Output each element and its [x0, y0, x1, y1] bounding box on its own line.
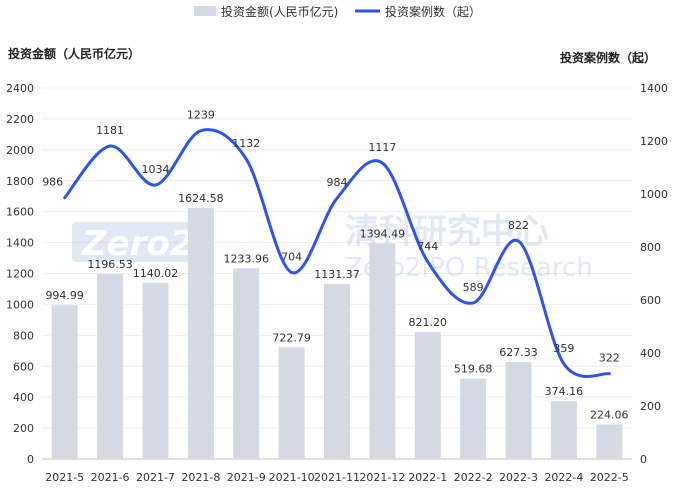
x-axis-tick-label: 2021-9 [227, 471, 266, 484]
bar-value-label: 374.16 [545, 385, 584, 398]
x-axis-tick-label: 2021-7 [136, 471, 175, 484]
line-series [63, 128, 611, 378]
left-axis-tick-label: 200 [13, 422, 34, 435]
line-value-label: 1239 [187, 109, 215, 122]
right-axis-title: 投资案例数（起） [560, 50, 656, 65]
right-axis-tick-label: 1400 [640, 82, 668, 95]
x-axis-tick-label: 2021-10 [269, 471, 315, 484]
bar-value-label: 519.68 [454, 363, 493, 376]
bar [278, 347, 305, 459]
bar-series [51, 207, 623, 459]
x-axis-tick-label: 2022-3 [499, 471, 538, 484]
bar-value-label: 821.20 [409, 316, 448, 329]
right-axis-tick-label: 1000 [640, 188, 668, 201]
x-axis-tick-label: 2021-8 [181, 471, 220, 484]
left-axis-ticks: 0 200 400 600 800 1000 1200 1400 1600 1800 2000 220… [6, 82, 34, 466]
legend-bar-label: 投资金额(人民币亿元) [221, 4, 338, 19]
bar [460, 378, 487, 459]
line-value-label: 822 [508, 219, 529, 232]
bar-value-label: 1624.58 [178, 192, 224, 205]
x-axis-tick-label: 2021-5 [45, 471, 84, 484]
line-value-label: 704 [281, 250, 302, 263]
bar [369, 243, 396, 459]
line-value-label: 986 [42, 176, 63, 189]
bar-value-label: 1196.53 [87, 258, 133, 271]
line-value-label: 1181 [96, 124, 124, 137]
bar [596, 424, 623, 459]
line-labels: 986 1181 1034 1239 1132 704 984 1117 744 589 822 35… [42, 109, 620, 365]
left-axis-tick-label: 1400 [6, 237, 34, 250]
line-value-label: 744 [417, 240, 438, 253]
bar-value-label: 627.33 [499, 346, 538, 359]
bar [414, 332, 441, 459]
bar [550, 401, 577, 459]
right-axis-tick-label: 0 [640, 453, 647, 466]
bar-value-label: 1140.02 [133, 267, 179, 280]
line-value-label: 1117 [368, 141, 396, 154]
x-axis-tick-label: 2021-11 [314, 471, 360, 484]
bar [51, 305, 78, 459]
x-axis-tick-label: 2022-4 [544, 471, 583, 484]
x-axis-tick-label: 2022-1 [408, 471, 447, 484]
watermark-logo: Zero2IPO [81, 224, 260, 264]
line-value-label: 322 [599, 352, 620, 365]
right-axis-ticks: 0 200 400 600 800 1000 1200 1400 [640, 82, 668, 466]
left-axis-tick-label: 2400 [6, 82, 34, 95]
watermark: Zero2IPO 清科研究中心 Zero2IPO Research [72, 212, 593, 283]
left-axis-tick-label: 400 [13, 391, 34, 404]
right-axis-tick-label: 200 [640, 400, 661, 413]
right-axis-tick-label: 800 [640, 241, 661, 254]
x-axis-tick-label: 2021-6 [91, 471, 130, 484]
left-axis-tick-label: 2000 [6, 144, 34, 157]
legend-line-label: 投资案例数（起） [385, 4, 481, 19]
x-axis-tick-label: 2021-12 [359, 471, 405, 484]
line-value-label: 984 [327, 176, 348, 189]
bar-value-label: 994.99 [45, 289, 84, 302]
bar-value-label: 722.79 [272, 331, 311, 344]
left-axis-tick-label: 1200 [6, 268, 34, 281]
right-axis-tick-label: 600 [640, 294, 661, 307]
left-axis-tick-label: 0 [27, 453, 34, 466]
left-axis-title: 投资金额（人民币亿元） [8, 46, 140, 61]
right-axis-tick-label: 400 [640, 347, 661, 360]
bar-value-label: 1394.49 [360, 227, 406, 240]
line-value-label: 1132 [232, 137, 260, 150]
bar-value-label: 224.06 [590, 408, 629, 421]
bar-value-label: 1131.37 [314, 268, 360, 281]
left-axis-tick-label: 1600 [6, 206, 34, 219]
bar [142, 282, 169, 459]
bar [505, 362, 532, 459]
left-axis-tick-label: 800 [13, 329, 34, 342]
left-axis-tick-label: 1800 [6, 175, 34, 188]
bar [233, 268, 260, 459]
right-axis-tick-label: 1200 [640, 135, 668, 148]
x-axis-ticks: 2021-5 2021-6 2021-7 2021-8 2021-9 2021-10 202… [45, 471, 629, 484]
left-axis-tick-label: 600 [13, 360, 34, 373]
legend-bar-swatch [194, 6, 216, 16]
line-value-label: 359 [553, 342, 574, 355]
x-axis-tick-label: 2022-2 [454, 471, 493, 484]
left-axis-tick-label: 2200 [6, 113, 34, 126]
bar-value-label: 1233.96 [223, 252, 269, 265]
bar [324, 284, 350, 459]
bar [97, 274, 124, 459]
line-value-label: 1034 [141, 163, 169, 176]
line-value-label: 589 [463, 281, 484, 294]
legend: 投资金额(人民币亿元) 投资案例数（起） [194, 4, 481, 19]
left-axis-tick-label: 1000 [6, 298, 34, 311]
bar [187, 207, 214, 459]
x-axis-tick-label: 2022-5 [590, 471, 629, 484]
